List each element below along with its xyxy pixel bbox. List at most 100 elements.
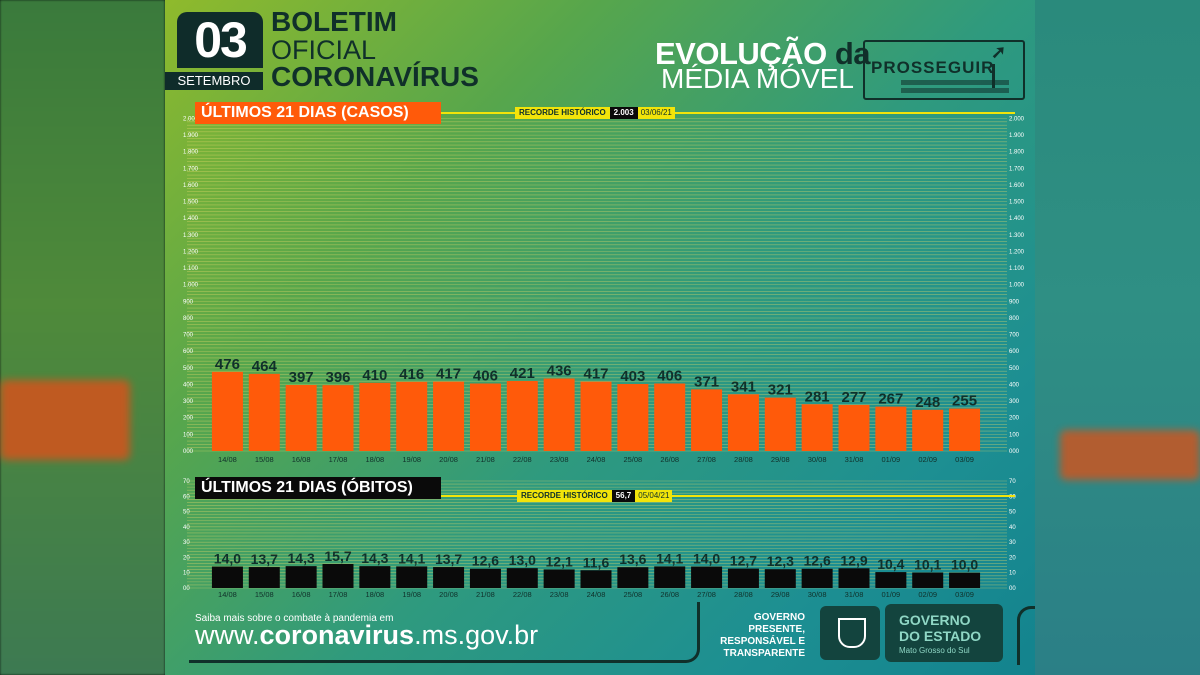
cases-xtick-label: 01/09 (881, 455, 900, 464)
deaths-value-label: 13,0 (509, 552, 536, 568)
cases-value-label: 403 (620, 368, 645, 385)
cases-value-label: 421 (510, 365, 535, 382)
deaths-ytick-label-left: 30 (183, 540, 190, 546)
deaths-record-badge: RECORDE HISTÓRICO 56,7 05/04/21 (517, 490, 673, 502)
deaths-ytick-label-right: 70 (1009, 479, 1016, 485)
footer-right-frame (1017, 606, 1035, 665)
deaths-bar (727, 568, 759, 588)
deaths-xtick-label: 03/09 (955, 590, 974, 599)
cases-xtick-label: 17/08 (329, 455, 348, 464)
cases-value-label: 341 (731, 378, 756, 395)
deaths-xtick-label: 22/08 (513, 590, 532, 599)
cases-xtick-label: 14/08 (218, 455, 237, 464)
government-logo-subtext: Mato Grosso do Sul (899, 646, 970, 655)
deaths-ytick-label-right: 10 (1009, 571, 1016, 577)
cases-xtick-label: 29/08 (771, 455, 790, 464)
cases-xtick-label: 26/08 (660, 455, 679, 464)
deaths-xtick-label: 02/09 (918, 590, 937, 599)
cases-ytick-label-left: 1.900 (183, 133, 199, 139)
government-slogan: GOVERNO PRESENTE, RESPONSÁVEL E TRANSPAR… (705, 612, 805, 660)
deaths-value-label: 14,0 (693, 551, 720, 567)
deaths-value-label: 12,7 (730, 553, 757, 569)
cases-record-date: 03/06/21 (637, 107, 675, 119)
cases-bar (396, 381, 428, 451)
deaths-bar (543, 569, 575, 588)
deaths-bar (433, 567, 465, 588)
cases-ytick-label-left: 600 (183, 349, 194, 355)
cases-ytick-label-right: 1.900 (1009, 133, 1025, 139)
cases-bar (801, 404, 833, 451)
deaths-xtick-label: 01/09 (881, 590, 900, 599)
cases-bar (248, 373, 280, 451)
cases-xtick-label: 28/08 (734, 455, 753, 464)
cases-ytick-label-right: 1.800 (1009, 150, 1025, 156)
deaths-bar (469, 568, 501, 588)
cases-bar (211, 371, 243, 451)
cases-ytick-label-left: 1.800 (183, 150, 199, 156)
footer-frame (189, 602, 700, 663)
footer-url-prefix: www. (195, 620, 260, 650)
cases-bar (949, 408, 981, 451)
deaths-xtick-label: 18/08 (365, 590, 384, 599)
cases-ytick-label-right: 1.200 (1009, 249, 1025, 255)
deaths-value-label: 12,6 (472, 553, 499, 569)
cases-value-label: 397 (289, 369, 314, 386)
cases-bar (727, 394, 759, 451)
cases-ytick-label-right: 1.300 (1009, 233, 1025, 239)
deaths-record-line (441, 495, 1015, 497)
deaths-record-date: 05/04/21 (635, 490, 673, 502)
cases-ytick-label-left: 1.500 (183, 200, 199, 206)
deaths-bar (912, 572, 944, 588)
cases-value-label: 255 (952, 393, 977, 410)
cases-ytick-label-right: 1.400 (1009, 216, 1025, 222)
cases-value-label: 417 (436, 366, 461, 383)
logo-bar (992, 64, 995, 88)
deaths-value-label: 12,9 (840, 552, 867, 568)
deaths-value-label: 12,3 (767, 553, 794, 569)
deaths-value-label: 13,7 (251, 551, 278, 567)
deaths-xtick-label: 27/08 (697, 590, 716, 599)
cases-ytick-label-right: 1.100 (1009, 266, 1025, 272)
cases-bar (764, 397, 796, 451)
cases-bar (322, 385, 354, 451)
cases-xtick-label: 18/08 (365, 455, 384, 464)
cases-xtick-label: 15/08 (255, 455, 274, 464)
slogan-line: TRANSPARENTE (723, 648, 805, 659)
deaths-bar (617, 567, 649, 588)
government-logo-box (885, 604, 1003, 662)
deaths-xtick-label: 24/08 (587, 590, 606, 599)
date-day: 03 (177, 12, 263, 68)
deaths-value-label: 13,7 (435, 551, 462, 567)
cases-chart-label-text: ÚLTIMOS 21 DIAS (CASOS) (201, 104, 409, 121)
deaths-bar (654, 566, 686, 588)
footer-url[interactable]: www.coronavirus.ms.gov.br (195, 620, 538, 650)
deaths-xtick-label: 21/08 (476, 590, 495, 599)
cases-ytick-label-right: 000 (1009, 449, 1020, 455)
moving-average-title: MÉDIA MÓVEL (661, 63, 854, 94)
cases-xtick-label: 02/09 (918, 455, 937, 464)
cases-ytick-label-left: 1.100 (183, 266, 199, 272)
deaths-bar (359, 566, 391, 588)
logo-arrow-icon: ➚ (991, 42, 1007, 62)
deaths-xtick-label: 25/08 (623, 590, 642, 599)
cases-ytick-label-right: 700 (1009, 333, 1020, 339)
cases-ytick-label-right: 2.000 (1009, 116, 1025, 122)
cases-ytick-label-left: 800 (183, 316, 194, 322)
cases-bar (359, 382, 391, 451)
cases-value-label: 464 (252, 358, 278, 375)
cases-value-label: 277 (841, 389, 866, 406)
cases-xtick-label: 19/08 (402, 455, 421, 464)
deaths-bar (801, 568, 833, 588)
deaths-value-label: 12,1 (546, 554, 573, 570)
deaths-bar (506, 568, 538, 588)
cases-ytick-label-right: 1.700 (1009, 166, 1025, 172)
deaths-value-label: 11,6 (583, 554, 610, 570)
deaths-xtick-label: 16/08 (292, 590, 311, 599)
deaths-xtick-label: 28/08 (734, 590, 753, 599)
cases-bar (875, 406, 907, 451)
cases-value-label: 281 (805, 388, 830, 405)
cases-bar (285, 384, 317, 451)
title-line-3: CORONAVÍRUS (271, 61, 479, 92)
cases-xtick-label: 24/08 (587, 455, 606, 464)
